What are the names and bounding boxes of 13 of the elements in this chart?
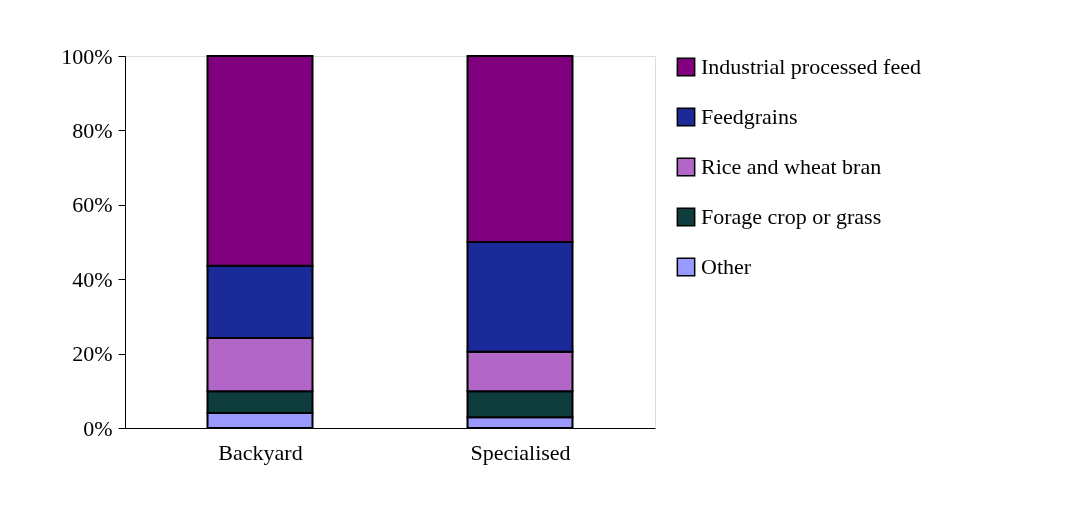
x-tick-label: Specialised xyxy=(470,439,571,465)
legend-label: Other xyxy=(701,254,752,279)
y-tick-label: 40% xyxy=(72,266,113,292)
y-tick-label: 20% xyxy=(72,341,113,367)
legend-label: Feedgrains xyxy=(701,104,798,129)
legend-label: Forage crop or grass xyxy=(701,204,882,229)
legend-label: Rice and wheat bran xyxy=(701,154,882,179)
y-tick-label: 100% xyxy=(61,43,113,69)
y-tick-label: 60% xyxy=(72,192,113,218)
legend-label: Industrial processed feed xyxy=(701,54,921,79)
y-tick-label: 0% xyxy=(83,415,113,441)
x-tick-label: Backyard xyxy=(218,439,303,465)
y-tick-label: 80% xyxy=(72,117,113,143)
